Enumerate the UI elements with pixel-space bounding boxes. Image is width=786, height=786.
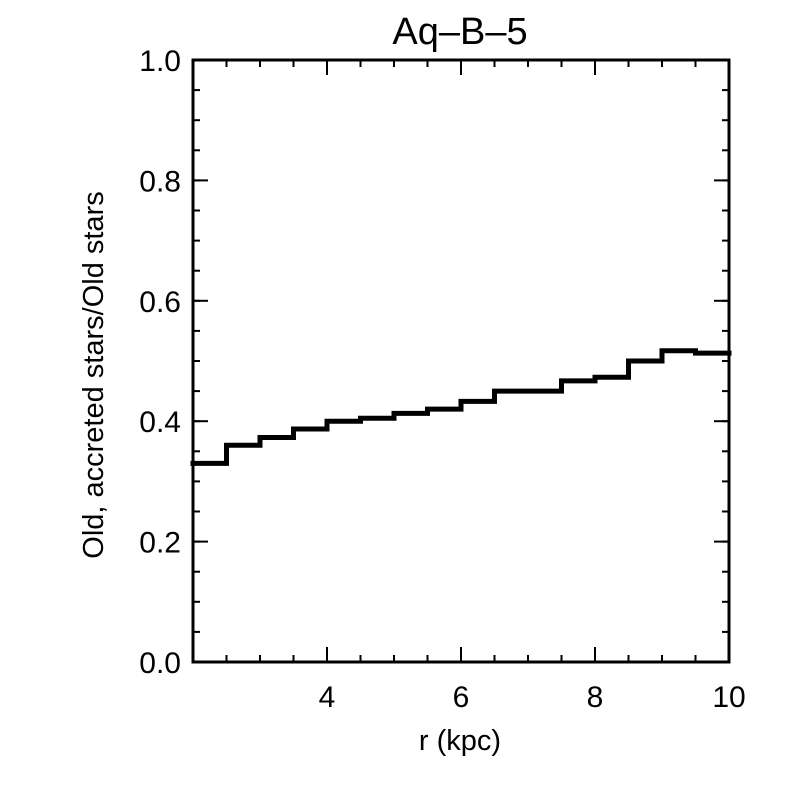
- y-tick-label: 0.2: [139, 527, 181, 560]
- series-step-line: [190, 348, 732, 466]
- plot-frame: [191, 58, 731, 664]
- y-axis-label: Old, accreted stars/Old stars: [78, 191, 110, 558]
- chart-title: Aq–B–5: [392, 11, 527, 53]
- x-tick-label: 10: [712, 681, 745, 714]
- x-tick-label: 8: [587, 681, 604, 714]
- y-tick-label: 0.8: [139, 165, 181, 198]
- y-tick-label: 0.6: [139, 286, 181, 319]
- x-axis-label: r (kpc): [419, 725, 501, 757]
- x-tick-label: 6: [453, 681, 470, 714]
- x-tick-label: 4: [319, 681, 336, 714]
- tick-labels: 4 6 8 10 0.0 0.2 0.4 0.6 0.8 1.0: [139, 45, 745, 714]
- y-tick-label: 1.0: [139, 45, 181, 78]
- y-tick-label: 0.0: [139, 647, 181, 680]
- y-axis-label-group: Old, accreted stars/Old stars: [78, 191, 110, 558]
- y-tick-label: 0.4: [139, 406, 181, 439]
